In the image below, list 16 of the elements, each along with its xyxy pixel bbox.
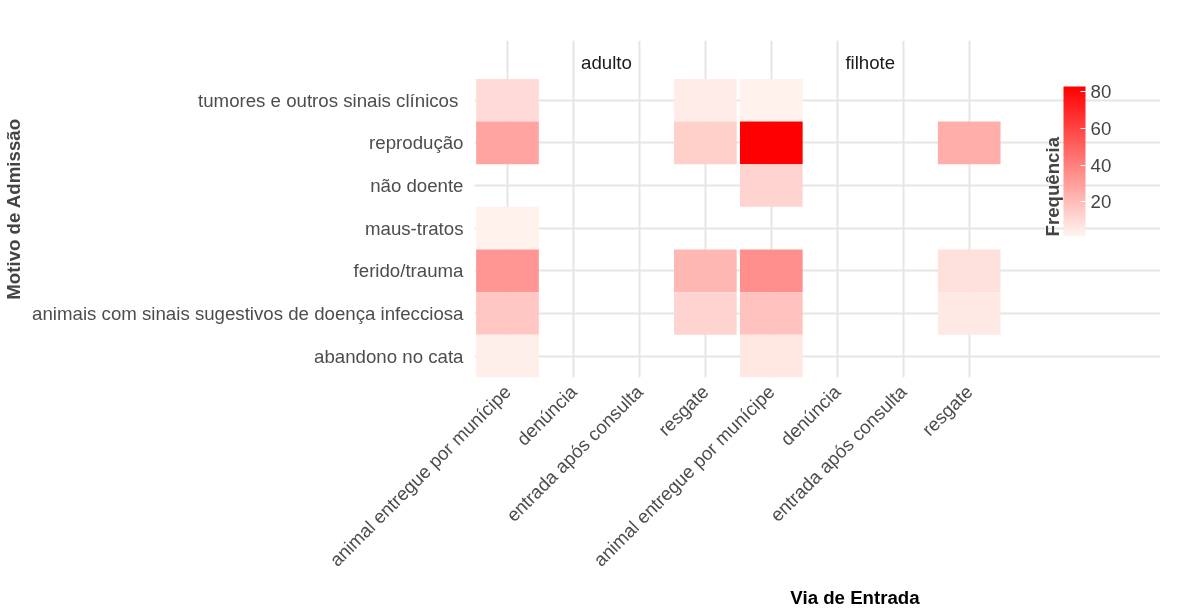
y-axis-title: Motivo de Admissão — [3, 118, 25, 300]
y-tick-label: tumores e outros sinais clínicos — [198, 89, 459, 111]
color-bar-label: 20 — [1090, 191, 1112, 213]
y-tick-label: abandono no cata — [314, 345, 465, 367]
y-tick-label: não doente — [370, 175, 464, 197]
annotation: filhote — [845, 51, 896, 73]
color-bar-title: Frequência — [1041, 136, 1063, 237]
color-bar-label: 60 — [1090, 118, 1112, 140]
y-tick-label: animais com sinais sugestivos de doença infecciosa — [32, 303, 465, 325]
annotation: adulto — [581, 51, 632, 73]
color-bar-label: 80 — [1090, 81, 1112, 103]
y-tick-label: ferido/trauma — [353, 260, 465, 282]
y-tick-label: reprodução — [369, 132, 464, 154]
y-tick-label: maus-tratos — [365, 217, 464, 239]
x-axis-title: Via de Entrada — [790, 586, 920, 610]
color-bar-label: 40 — [1090, 154, 1112, 176]
